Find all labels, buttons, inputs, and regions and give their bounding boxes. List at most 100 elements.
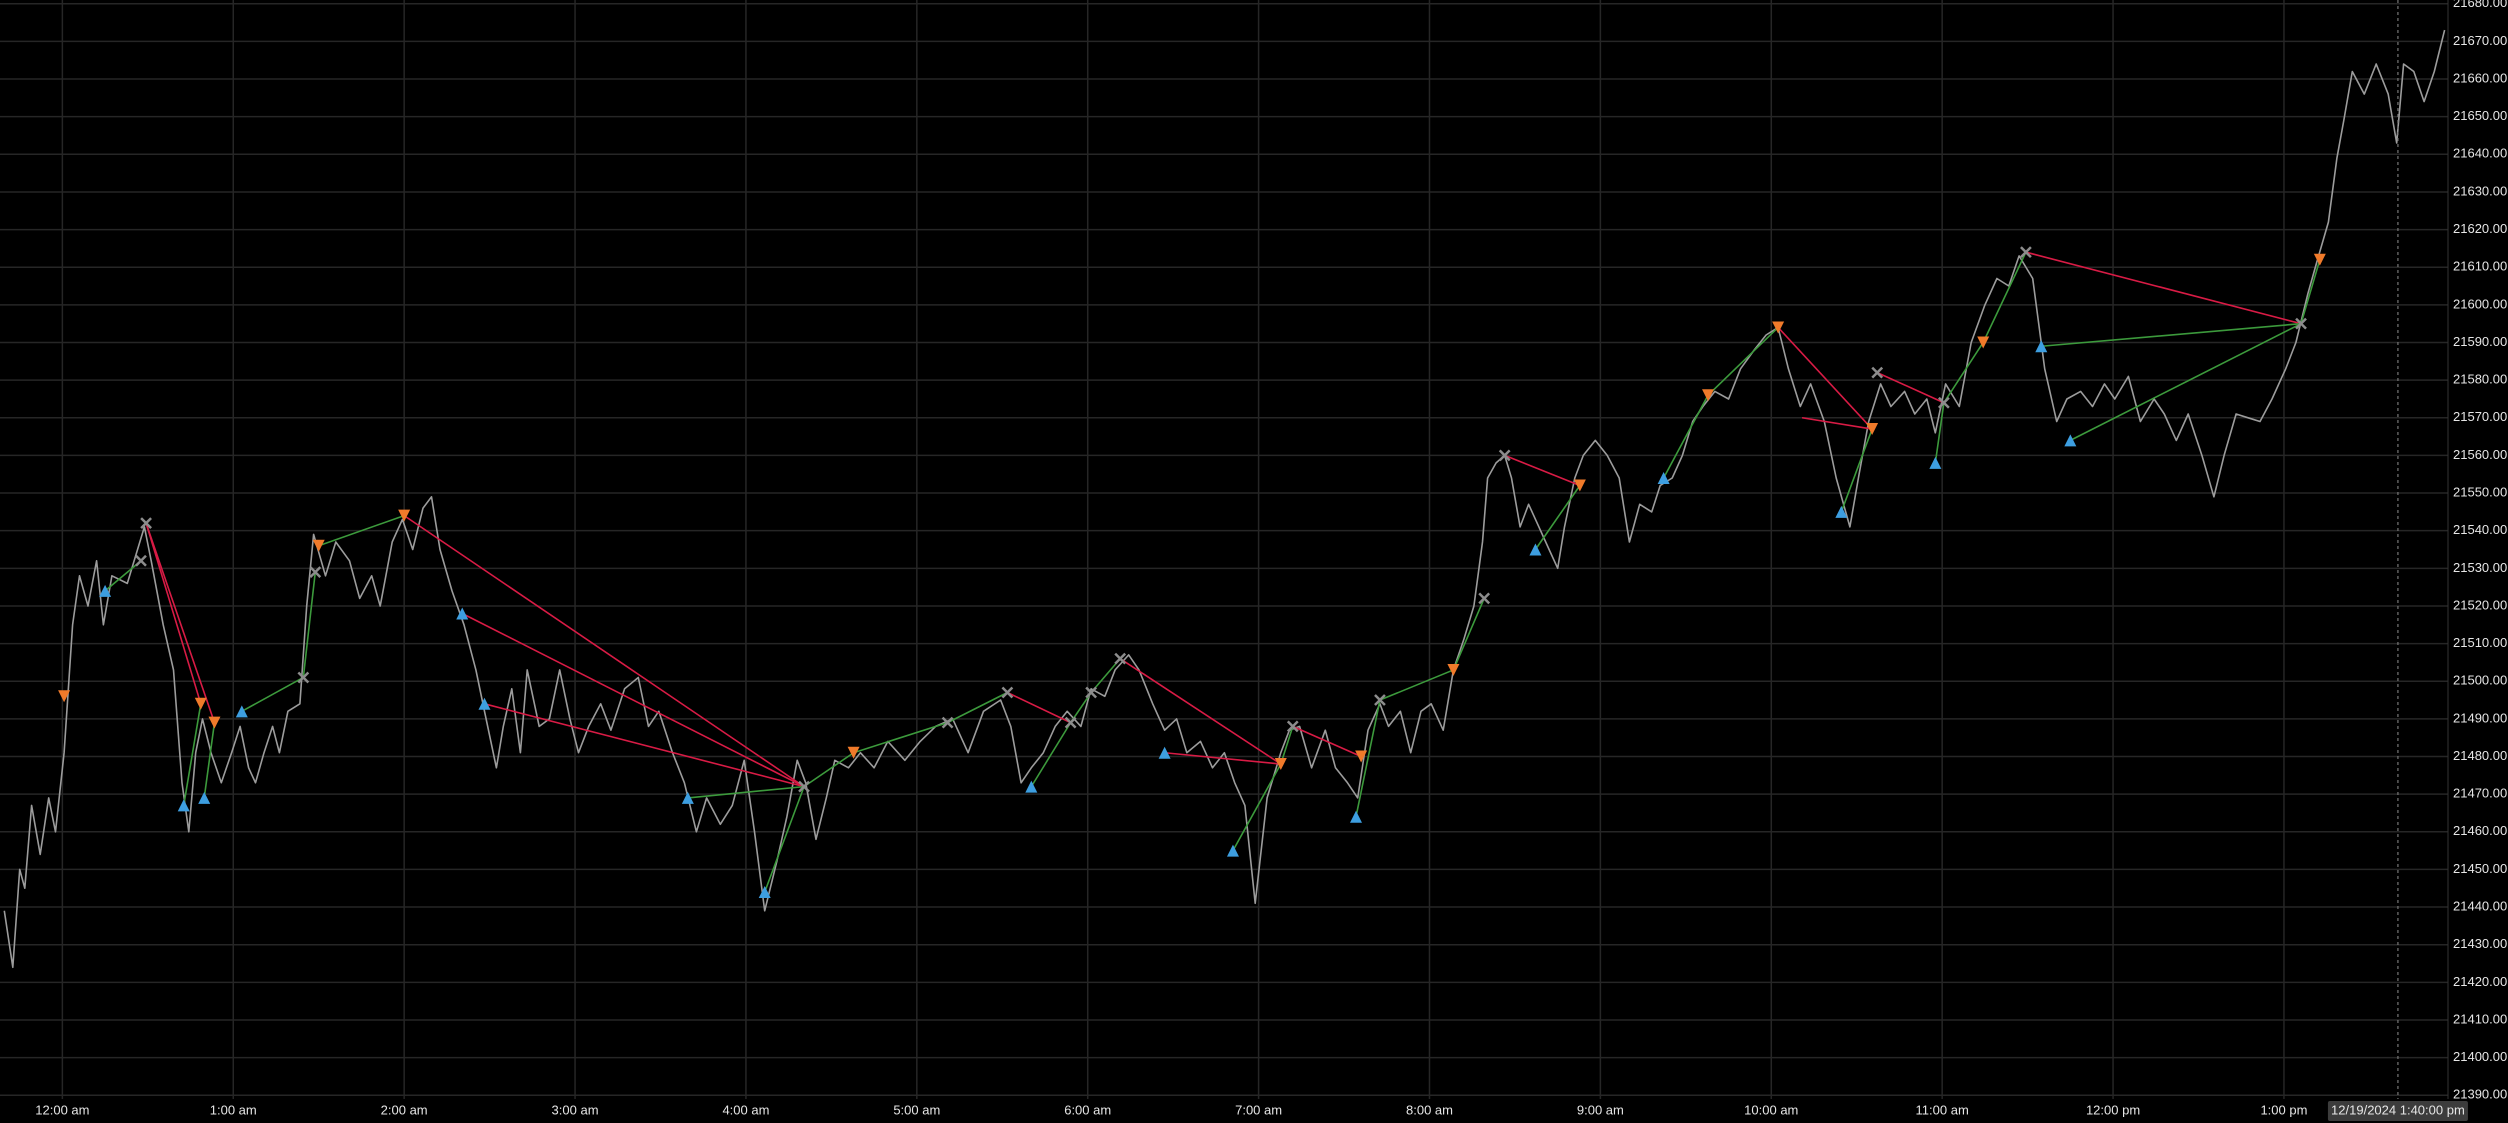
y-tick-label: 21670.00 bbox=[2453, 33, 2507, 48]
y-tick-label: 21470.00 bbox=[2453, 786, 2507, 801]
y-tick-label: 21480.00 bbox=[2453, 748, 2507, 763]
sell-marker bbox=[194, 697, 207, 710]
buy-marker bbox=[478, 697, 491, 710]
pivot-marker bbox=[941, 716, 954, 729]
sell-marker bbox=[1702, 389, 1715, 402]
buy-marker bbox=[1835, 505, 1848, 518]
pivot-marker bbox=[1478, 592, 1491, 605]
trade-line bbox=[145, 522, 216, 723]
y-tick-label: 21570.00 bbox=[2453, 409, 2507, 424]
cursor-label: 12/19/2024 1:40:00 pm bbox=[2331, 1102, 2465, 1117]
pivot-marker bbox=[2020, 246, 2032, 259]
trade-line bbox=[1801, 416, 1873, 430]
x-tick-label: 5:00 am bbox=[893, 1102, 940, 1117]
x-tick-label: 12:00 pm bbox=[2086, 1102, 2140, 1117]
x-tick-label: 9:00 am bbox=[1577, 1102, 1624, 1117]
y-tick-label: 21600.00 bbox=[2453, 296, 2507, 311]
trade-line bbox=[182, 703, 202, 806]
y-tick-label: 21520.00 bbox=[2453, 597, 2507, 612]
trade-line bbox=[687, 785, 805, 799]
sell-marker bbox=[1772, 321, 1785, 334]
x-tick-label: 3:00 am bbox=[552, 1102, 599, 1117]
y-tick-label: 21420.00 bbox=[2453, 974, 2507, 989]
sell-marker bbox=[1355, 750, 1368, 763]
price-line bbox=[3, 29, 2446, 969]
trade-line bbox=[1090, 658, 1121, 694]
y-tick-label: 21490.00 bbox=[2453, 710, 2507, 725]
buy-marker bbox=[1226, 844, 1239, 857]
y-tick-label: 21440.00 bbox=[2453, 898, 2507, 913]
y-tick-label: 21450.00 bbox=[2453, 861, 2507, 876]
x-tick-label: 12:00 am bbox=[35, 1102, 89, 1117]
trade-line bbox=[403, 514, 805, 788]
x-tick-label: 4:00 am bbox=[722, 1102, 769, 1117]
trade-line bbox=[145, 522, 202, 705]
pivot-marker bbox=[1286, 720, 1299, 733]
y-tick-label: 21510.00 bbox=[2453, 635, 2507, 650]
pivot-marker bbox=[297, 671, 310, 684]
buy-marker bbox=[456, 607, 469, 620]
buy-marker bbox=[99, 584, 112, 597]
y-tick-label: 21400.00 bbox=[2453, 1049, 2507, 1064]
trade-line bbox=[1292, 725, 1362, 758]
pivot-marker bbox=[1001, 686, 1014, 699]
y-tick-label: 21410.00 bbox=[2453, 1011, 2507, 1026]
sell-marker bbox=[1447, 663, 1460, 676]
trade-line bbox=[1876, 371, 1945, 404]
sell-marker bbox=[312, 539, 325, 552]
trade-line bbox=[104, 560, 142, 592]
y-tick-label: 21500.00 bbox=[2453, 673, 2507, 688]
y-tick-label: 21640.00 bbox=[2453, 146, 2507, 161]
pivot-marker bbox=[1871, 366, 1884, 379]
buy-marker bbox=[1025, 780, 1038, 793]
y-tick-label: 21660.00 bbox=[2453, 70, 2507, 85]
buy-marker bbox=[235, 705, 248, 718]
x-tick-label: 10:00 am bbox=[1744, 1102, 1798, 1117]
trade-line bbox=[1934, 402, 1945, 464]
trade-line bbox=[853, 721, 948, 754]
buy-marker bbox=[177, 799, 190, 812]
trade-line bbox=[763, 786, 805, 893]
sell-marker bbox=[1274, 758, 1287, 771]
trade-line bbox=[1662, 394, 1709, 479]
sell-marker bbox=[1977, 336, 1990, 349]
sell-marker bbox=[847, 746, 860, 759]
trade-line bbox=[1943, 342, 1984, 404]
trade-line bbox=[484, 703, 805, 788]
x-tick-label: 1:00 pm bbox=[2260, 1102, 2307, 1117]
buy-marker bbox=[1529, 543, 1542, 556]
x-tick-label: 1:00 am bbox=[210, 1102, 257, 1117]
trade-line bbox=[1707, 326, 1779, 396]
y-tick-label: 21590.00 bbox=[2453, 334, 2507, 349]
buy-marker bbox=[1158, 746, 1171, 759]
y-tick-label: 21610.00 bbox=[2453, 259, 2507, 274]
sell-marker bbox=[208, 716, 221, 729]
pivot-marker bbox=[798, 780, 810, 793]
trade-line bbox=[1840, 428, 1873, 513]
trade-line bbox=[318, 514, 405, 547]
trade-line bbox=[1379, 669, 1454, 701]
pivot-marker bbox=[135, 554, 147, 567]
pivot-marker bbox=[1937, 396, 1950, 409]
trade-line bbox=[1534, 485, 1581, 550]
y-tick-label: 21580.00 bbox=[2453, 372, 2507, 387]
trade-line bbox=[2069, 322, 2302, 442]
trade-line bbox=[1164, 751, 1281, 765]
trade-line bbox=[1007, 691, 1071, 724]
y-tick-label: 21430.00 bbox=[2453, 936, 2507, 951]
y-tick-label: 21560.00 bbox=[2453, 447, 2507, 462]
y-tick-label: 21390.00 bbox=[2453, 1087, 2507, 1102]
buy-marker bbox=[1350, 810, 1363, 823]
cursor-label-box bbox=[2327, 1101, 2468, 1121]
x-tick-label: 8:00 am bbox=[1406, 1102, 1453, 1117]
trade-line bbox=[2025, 251, 2302, 325]
pivot-marker bbox=[1064, 716, 1077, 729]
y-tick-label: 21630.00 bbox=[2453, 183, 2507, 198]
y-tick-label: 21680.00 bbox=[2453, 0, 2507, 10]
x-tick-label: 11:00 am bbox=[1916, 1102, 1969, 1117]
y-tick-label: 21620.00 bbox=[2453, 221, 2507, 236]
trade-line bbox=[1355, 699, 1381, 817]
sell-marker bbox=[398, 509, 411, 522]
pivot-marker bbox=[2295, 317, 2307, 330]
